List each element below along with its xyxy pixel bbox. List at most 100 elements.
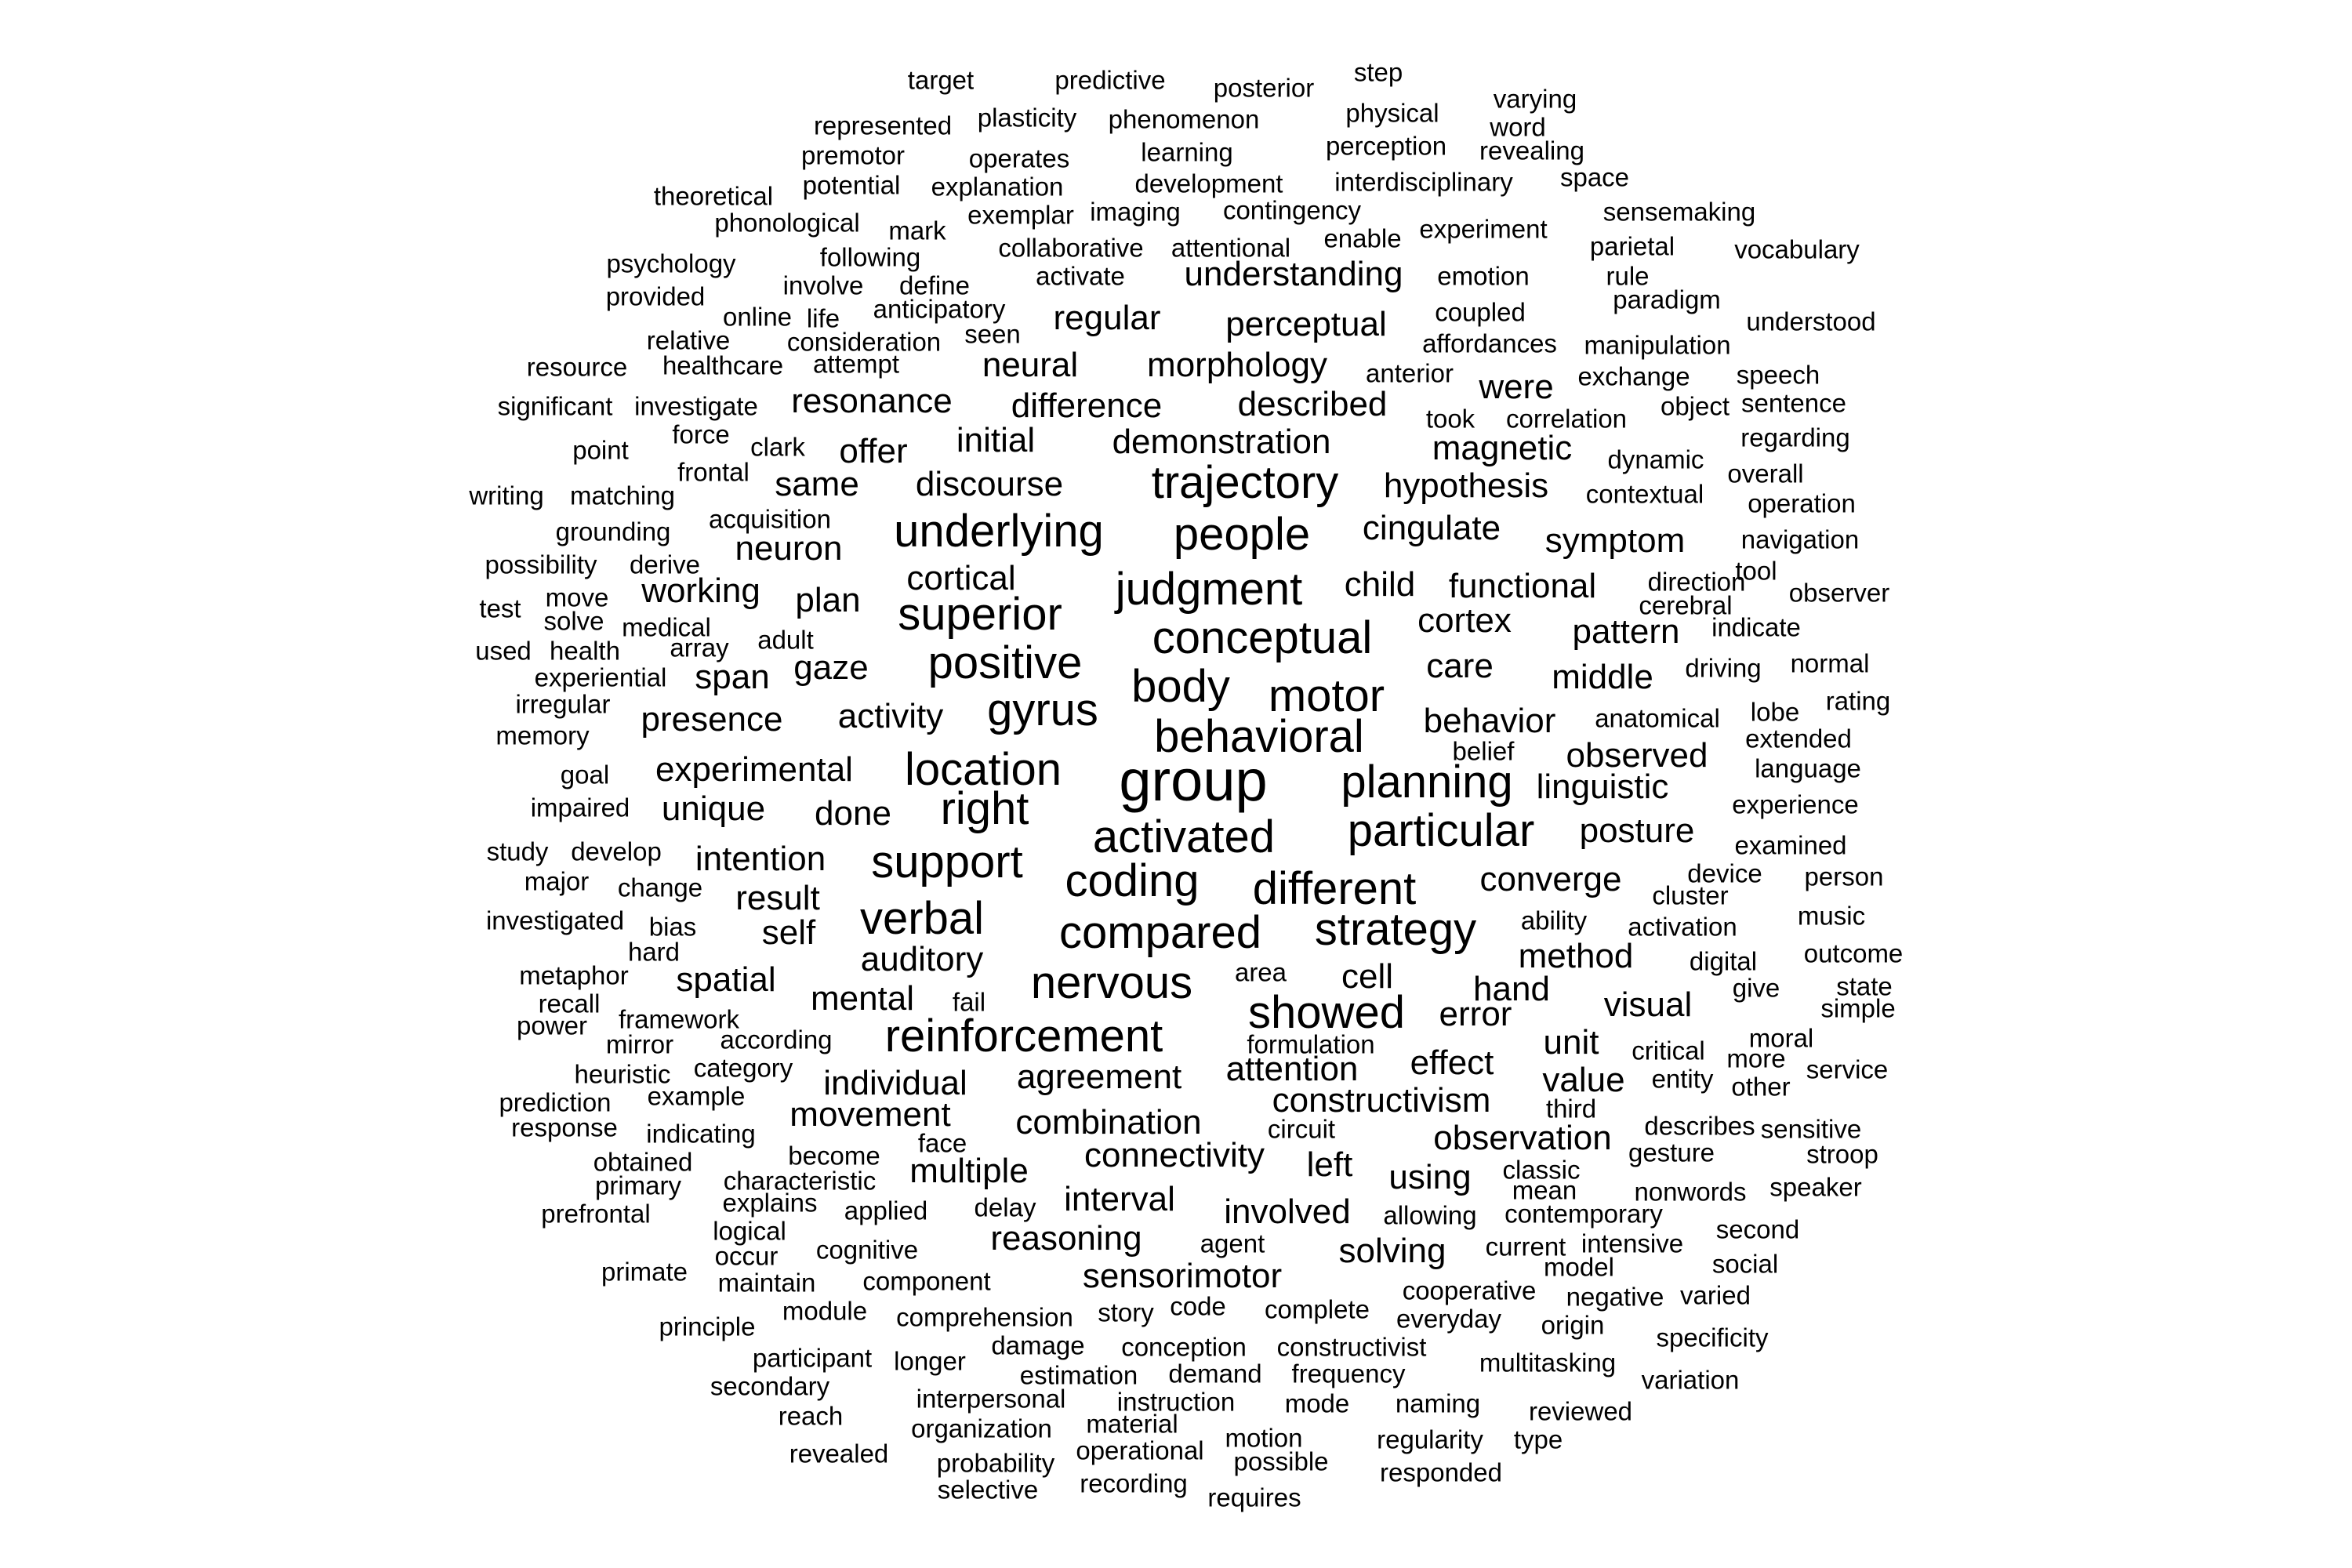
- word-current: current: [1485, 1232, 1566, 1261]
- word-area: area: [1234, 957, 1287, 987]
- word-gyrus: gyrus: [987, 684, 1098, 735]
- word-interdisciplinary: interdisciplinary: [1334, 167, 1513, 197]
- word-strategy: strategy: [1314, 904, 1477, 955]
- word-delay: delay: [974, 1192, 1036, 1222]
- word-probability: probability: [936, 1448, 1055, 1478]
- word-motion: motion: [1225, 1423, 1303, 1453]
- word-group: group: [1119, 748, 1268, 813]
- word-other: other: [1731, 1072, 1791, 1102]
- word-manipulation: manipulation: [1584, 330, 1731, 360]
- word-adult: adult: [757, 625, 814, 655]
- word-location: location: [905, 744, 1062, 795]
- word-understanding: understanding: [1184, 255, 1403, 293]
- word-force: force: [672, 419, 730, 449]
- word-attention: attention: [1225, 1050, 1359, 1088]
- word-theoretical: theoretical: [653, 181, 774, 211]
- word-damage: damage: [991, 1330, 1085, 1360]
- word-matching: matching: [570, 481, 675, 510]
- word-experience: experience: [1732, 789, 1859, 819]
- word-activity: activity: [837, 697, 944, 735]
- word-ability: ability: [1520, 906, 1588, 935]
- word-relative: relative: [646, 325, 731, 355]
- word-allowing: allowing: [1383, 1200, 1477, 1230]
- word-self: self: [761, 913, 816, 952]
- word-error: error: [1439, 995, 1512, 1033]
- word-multiple: multiple: [909, 1152, 1029, 1190]
- word-compared: compared: [1059, 907, 1261, 958]
- word-phonological: phonological: [714, 208, 860, 238]
- word-occur: occur: [714, 1241, 779, 1271]
- word-perceptual: perceptual: [1225, 305, 1387, 343]
- word-change: change: [617, 873, 703, 902]
- word-difference: difference: [1011, 387, 1163, 425]
- word-vocabulary: vocabulary: [1734, 234, 1860, 264]
- word-multitasking: multitasking: [1479, 1348, 1617, 1377]
- word-cerebral: cerebral: [1639, 590, 1733, 620]
- word-varying: varying: [1493, 84, 1577, 114]
- word-agreement: agreement: [1016, 1058, 1182, 1096]
- word-hypothesis: hypothesis: [1383, 466, 1549, 505]
- word-code: code: [1170, 1291, 1226, 1321]
- word-working: working: [641, 572, 760, 610]
- word-indicating: indicating: [646, 1119, 756, 1149]
- word-rule: rule: [1606, 261, 1650, 291]
- word-second: second: [1715, 1214, 1800, 1244]
- word-normal: normal: [1790, 648, 1870, 678]
- word-move: move: [545, 583, 609, 612]
- word-activated: activated: [1092, 811, 1276, 862]
- word-method: method: [1518, 937, 1634, 975]
- word-type: type: [1513, 1425, 1563, 1454]
- word-care: care: [1426, 647, 1494, 685]
- word-requires: requires: [1207, 1483, 1301, 1512]
- word-coupled: coupled: [1435, 297, 1526, 327]
- word-social: social: [1711, 1249, 1779, 1279]
- word-gesture: gesture: [1628, 1138, 1715, 1167]
- word-gaze: gaze: [793, 648, 869, 687]
- word-parietal: parietal: [1589, 231, 1675, 261]
- word-unique: unique: [661, 789, 766, 828]
- word-memory: memory: [495, 720, 590, 750]
- word-converge: converge: [1479, 860, 1622, 898]
- word-represented: represented: [813, 111, 953, 140]
- word-neuron: neuron: [735, 529, 843, 568]
- word-individual: individual: [823, 1064, 967, 1102]
- word-physical: physical: [1345, 98, 1439, 128]
- word-value: value: [1542, 1061, 1625, 1099]
- word-cell: cell: [1341, 957, 1394, 996]
- word-constructivist: constructivist: [1276, 1332, 1427, 1362]
- word-showed: showed: [1248, 987, 1405, 1038]
- word-potential: potential: [802, 170, 901, 200]
- word-done: done: [815, 794, 891, 833]
- word-obtained: obtained: [593, 1147, 693, 1177]
- word-regarding: regarding: [1740, 423, 1850, 452]
- word-frequency: frequency: [1291, 1359, 1406, 1388]
- word-demand: demand: [1168, 1359, 1262, 1388]
- word-writing: writing: [469, 481, 544, 510]
- word-mean: mean: [1512, 1175, 1577, 1205]
- word-response: response: [511, 1112, 618, 1142]
- word-intensive: intensive: [1581, 1229, 1684, 1258]
- word-trajectory: trajectory: [1151, 457, 1339, 508]
- word-selective: selective: [937, 1475, 1039, 1504]
- word-bias: bias: [648, 912, 697, 942]
- word-agent: agent: [1200, 1229, 1265, 1258]
- word-everyday: everyday: [1396, 1304, 1501, 1334]
- word-online: online: [722, 302, 793, 332]
- word-metaphor: metaphor: [519, 960, 629, 990]
- word-possibility: possibility: [485, 550, 597, 579]
- word-phenomenon: phenomenon: [1108, 104, 1260, 134]
- word-pattern: pattern: [1572, 612, 1680, 651]
- word-fail: fail: [952, 987, 986, 1017]
- word-conceptual: conceptual: [1152, 612, 1373, 663]
- word-using: using: [1388, 1158, 1472, 1196]
- word-maintain: maintain: [717, 1268, 816, 1298]
- word-language: language: [1755, 753, 1861, 783]
- word-different: different: [1252, 863, 1417, 914]
- word-affordances: affordances: [1422, 328, 1557, 358]
- word-revealing: revealing: [1479, 136, 1584, 165]
- word-frontal: frontal: [677, 457, 750, 487]
- word-digital: digital: [1689, 946, 1758, 976]
- word-tool: tool: [1735, 556, 1777, 586]
- word-primate: primate: [601, 1257, 688, 1287]
- word-complete: complete: [1265, 1294, 1370, 1324]
